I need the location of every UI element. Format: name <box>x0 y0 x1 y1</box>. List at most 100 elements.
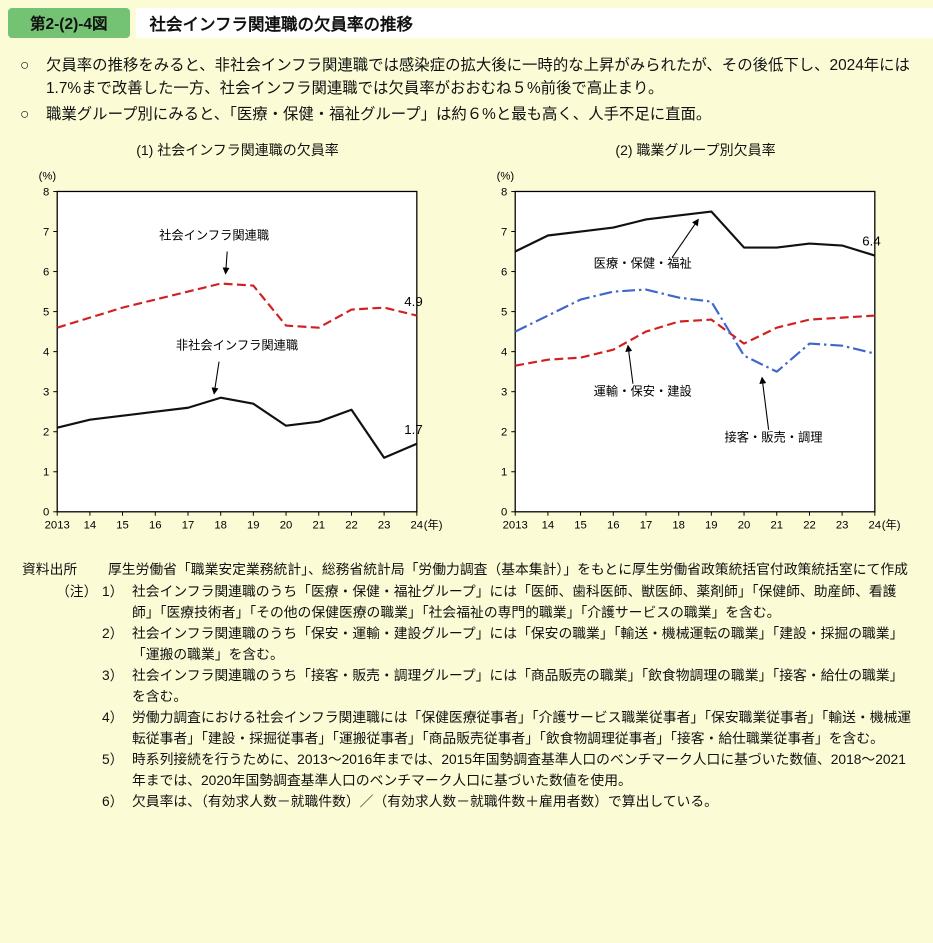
svg-text:24: 24 <box>868 520 881 532</box>
svg-text:0: 0 <box>501 507 507 519</box>
svg-text:2: 2 <box>43 427 49 439</box>
note-text: 社会インフラ関連職のうち「医療・保健・福祉グループ」には「医師、歯科医師、獣医師… <box>132 584 897 621</box>
series-annotation-label: 医療・保健・福祉 <box>593 256 691 271</box>
svg-text:5: 5 <box>43 307 49 319</box>
svg-text:15: 15 <box>574 520 587 532</box>
annotation-arrow <box>758 376 769 431</box>
chart-occupation-group-vacancy: (2) 職業グループ別欠員率 0 1 2 3 4 5 6 7 8 (%) 2013 14 15 16 17 1… <box>470 140 922 547</box>
svg-text:1: 1 <box>501 467 507 479</box>
svg-text:15: 15 <box>116 520 129 532</box>
annotation-arrow <box>624 344 633 385</box>
y-axis-unit: (%) <box>38 171 56 183</box>
svg-text:24: 24 <box>410 520 423 532</box>
note-item-2: 2） 社会インフラ関連職のうち「保安・運輸・建設グループ」には「保安の職業」「輸… <box>102 624 917 666</box>
note-number: 4） <box>102 710 124 726</box>
note-text: 社会インフラ関連職のうち「接客・販売・調理グループ」には「商品販売の職業」「飲食… <box>132 668 904 705</box>
annotation-arrow <box>211 361 220 396</box>
svg-text:17: 17 <box>181 520 194 532</box>
series-end-value: 6.4 <box>862 234 880 249</box>
source-text: 厚生労働省「職業安定業務統計」、総務省統計局「労働力調査（基本集計）」をもとに厚… <box>108 561 908 577</box>
svg-text:22: 22 <box>803 520 816 532</box>
note-number: 1） <box>102 584 124 600</box>
series-annotation-label: 運輸・保安・建設 <box>593 384 691 399</box>
x-axis-unit: (年) <box>423 518 442 532</box>
note-number: 5） <box>102 752 124 768</box>
charts-row: (1) 社会インフラ関連職の欠員率 0 1 2 3 4 5 6 7 8 (%) 2013 14 15 16… <box>0 140 933 547</box>
svg-text:5: 5 <box>501 307 507 319</box>
summary-bullets: ○ 欠員率の推移をみると、非社会インフラ関連職では感染症の拡大後に一時的な上昇が… <box>0 38 933 126</box>
svg-text:22: 22 <box>345 520 358 532</box>
svg-text:0: 0 <box>43 507 49 519</box>
source-label: 資料出所 <box>22 561 78 577</box>
series-annotation-label: 接客・販売・調理 <box>724 430 822 445</box>
note-number: 3） <box>102 668 124 684</box>
notes-section: （注） 1） 社会インフラ関連職のうち「医療・保健・福祉グループ」には「医師、歯… <box>22 582 917 813</box>
series-line <box>56 396 417 460</box>
summary-bullet-2: ○ 職業グループ別にみると、「医療・保健・福祉グループ」は約６%と最も高く、人手… <box>20 103 915 126</box>
svg-text:18: 18 <box>672 520 685 532</box>
summary-bullet-1: ○ 欠員率の推移をみると、非社会インフラ関連職では感染症の拡大後に一時的な上昇が… <box>20 54 915 100</box>
svg-text:16: 16 <box>148 520 161 532</box>
note-item-5: 5） 時系列接続を行うために、2013～2016年までは、2015年国勢調査基準… <box>102 750 917 792</box>
chart-title: (2) 職業グループ別欠員率 <box>615 142 776 159</box>
series-line <box>56 282 417 330</box>
svg-text:4: 4 <box>501 347 507 359</box>
svg-text:14: 14 <box>83 520 96 532</box>
plot-area <box>56 191 417 513</box>
svg-text:1: 1 <box>43 467 49 479</box>
note-text: 時系列接続を行うために、2013～2016年までは、2015年国勢調査基準人口の… <box>132 752 906 789</box>
svg-text:3: 3 <box>43 387 49 399</box>
note-text: 社会インフラ関連職のうち「保安・運輸・建設グループ」には「保安の職業」「輸送・機… <box>132 626 904 663</box>
svg-text:7: 7 <box>43 227 49 239</box>
note-text: 労働力調査における社会インフラ関連職には「保健医療従事者」「介護サービス職業従事… <box>132 710 912 747</box>
svg-text:8: 8 <box>501 187 507 199</box>
series-annotation-label: 社会インフラ関連職 <box>159 228 269 243</box>
svg-text:8: 8 <box>43 187 49 199</box>
svg-text:21: 21 <box>312 520 325 532</box>
svg-text:23: 23 <box>377 520 390 532</box>
summary-bullet-text: 欠員率の推移をみると、非社会インフラ関連職では感染症の拡大後に一時的な上昇がみら… <box>46 57 910 98</box>
series-line <box>514 314 875 368</box>
series-annotation-label: 非社会インフラ関連職 <box>175 338 297 353</box>
note-item-3: 3） 社会インフラ関連職のうち「接客・販売・調理グループ」には「商品販売の職業」… <box>102 666 917 708</box>
svg-text:3: 3 <box>501 387 507 399</box>
svg-text:6: 6 <box>501 267 507 279</box>
svg-text:19: 19 <box>247 520 260 532</box>
svg-text:18: 18 <box>214 520 227 532</box>
annotation-arrow <box>222 251 230 275</box>
svg-text:17: 17 <box>639 520 652 532</box>
series-end-value: 4.9 <box>404 294 422 309</box>
summary-bullet-text: 職業グループ別にみると、「医療・保健・福祉グループ」は約６%と最も高く、人手不足… <box>46 106 712 124</box>
x-axis-unit: (年) <box>881 518 900 532</box>
note-item-4: 4） 労働力調査における社会インフラ関連職には「保健医療従事者」「介護サービス職… <box>102 708 917 750</box>
svg-text:2013: 2013 <box>44 520 69 532</box>
source-note: 資料出所 厚生労働省「職業安定業務統計」、総務省統計局「労働力調査（基本集計）」… <box>22 560 917 581</box>
chart-title: (1) 社会インフラ関連職の欠員率 <box>136 142 339 159</box>
svg-text:6: 6 <box>43 267 49 279</box>
svg-text:19: 19 <box>705 520 718 532</box>
note-item-6: 6） 欠員率は、（有効求人数－就職件数）／（有効求人数－就職件数＋雇用者数）で算… <box>102 792 917 813</box>
series-end-value: 1.7 <box>404 422 422 437</box>
svg-text:21: 21 <box>770 520 783 532</box>
note-text: 欠員率は、（有効求人数－就職件数）／（有効求人数－就職件数＋雇用者数）で算出して… <box>132 794 718 810</box>
note-number: 2） <box>102 626 124 642</box>
bullet-marker: ○ <box>20 57 30 74</box>
svg-text:23: 23 <box>835 520 848 532</box>
page-title: 社会インフラ関連職の欠員率の推移 <box>135 8 933 38</box>
svg-text:7: 7 <box>501 227 507 239</box>
note-number: 6） <box>102 794 124 810</box>
figure-number-badge: 第2-(2)-4図 <box>8 8 130 38</box>
note-item-1: 1） 社会インフラ関連職のうち「医療・保健・福祉グループ」には「医師、歯科医師、… <box>102 582 917 624</box>
notes-items: 1） 社会インフラ関連職のうち「医療・保健・福祉グループ」には「医師、歯科医師、… <box>102 582 917 813</box>
svg-text:20: 20 <box>279 520 292 532</box>
document-header: 第2-(2)-4図 社会インフラ関連職の欠員率の推移 <box>0 0 933 38</box>
bullet-marker: ○ <box>20 106 30 124</box>
annotation-arrow <box>671 218 699 259</box>
chart-social-infra-vacancy: (1) 社会インフラ関連職の欠員率 0 1 2 3 4 5 6 7 8 (%) 2013 14 15 16… <box>12 140 464 547</box>
svg-text:16: 16 <box>606 520 619 532</box>
series-line <box>514 288 875 374</box>
svg-text:20: 20 <box>737 520 750 532</box>
notes-label: （注） <box>56 584 98 600</box>
